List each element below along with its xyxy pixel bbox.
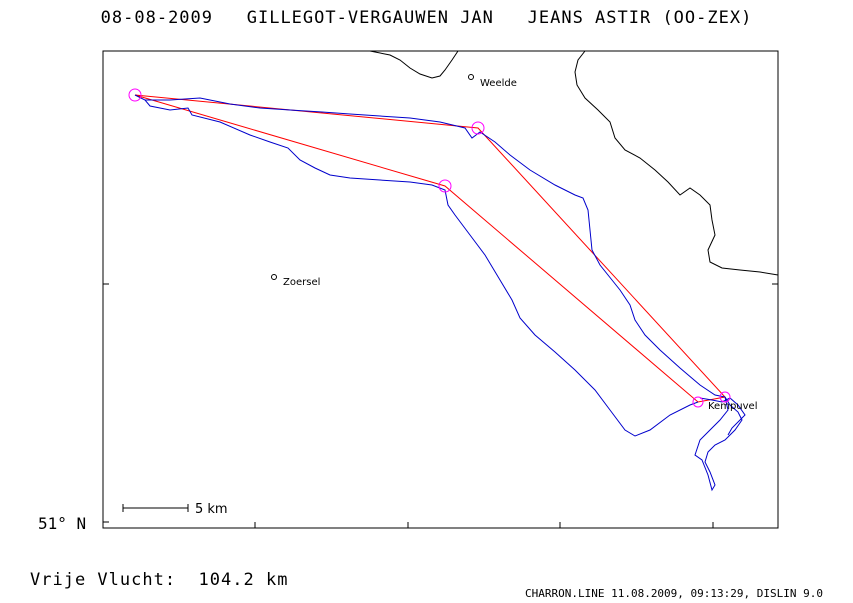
distance-value: 104.2 km <box>198 570 289 590</box>
scale-bar-label: 5 km <box>195 502 228 517</box>
place-label-weelde: Weelde <box>480 78 517 89</box>
place-label-zoersel: Zoersel <box>283 277 320 288</box>
credit-line: CHARRON.LINE 11.08.2009, 09:13:29, DISLI… <box>524 587 823 600</box>
place-kempuvel: Kempuvel <box>708 401 758 412</box>
scale-bar <box>122 504 189 512</box>
flight-date: 08-08-2009 <box>100 8 214 28</box>
place-label-kempuvel: Kempuvel <box>708 401 758 412</box>
place-marker-icon <box>271 274 277 280</box>
pilot-name: GILLEGOT-VERGAUWEN JAN <box>246 8 494 28</box>
turnpoint-start <box>128 88 142 102</box>
turnpoint-1 <box>471 121 485 135</box>
place-weelde: Weelde <box>468 74 517 89</box>
map-title: 08-08-2009 GILLEGOT-VERGAUWEN JAN JEANS … <box>0 8 853 28</box>
turnpoint-2 <box>438 179 452 193</box>
flight-track <box>134 94 746 492</box>
map-frame <box>102 50 779 529</box>
place-marker-icon <box>468 74 474 80</box>
distance-summary: Vrije Vlucht: 104.2 km <box>30 570 288 590</box>
turnpoints <box>128 88 731 408</box>
distance-label: Vrije Vlucht: <box>30 570 177 590</box>
turnpoint-4 <box>692 396 704 408</box>
turnpoint-3 <box>719 391 731 403</box>
task-lines <box>134 94 726 403</box>
latitude-label: 51° N <box>38 514 87 533</box>
glider-name: JEANS ASTIR (OO-ZEX) <box>527 8 753 28</box>
place-zoersel: Zoersel <box>271 274 320 288</box>
border-lines <box>369 50 779 276</box>
axis-ticks <box>103 283 778 528</box>
